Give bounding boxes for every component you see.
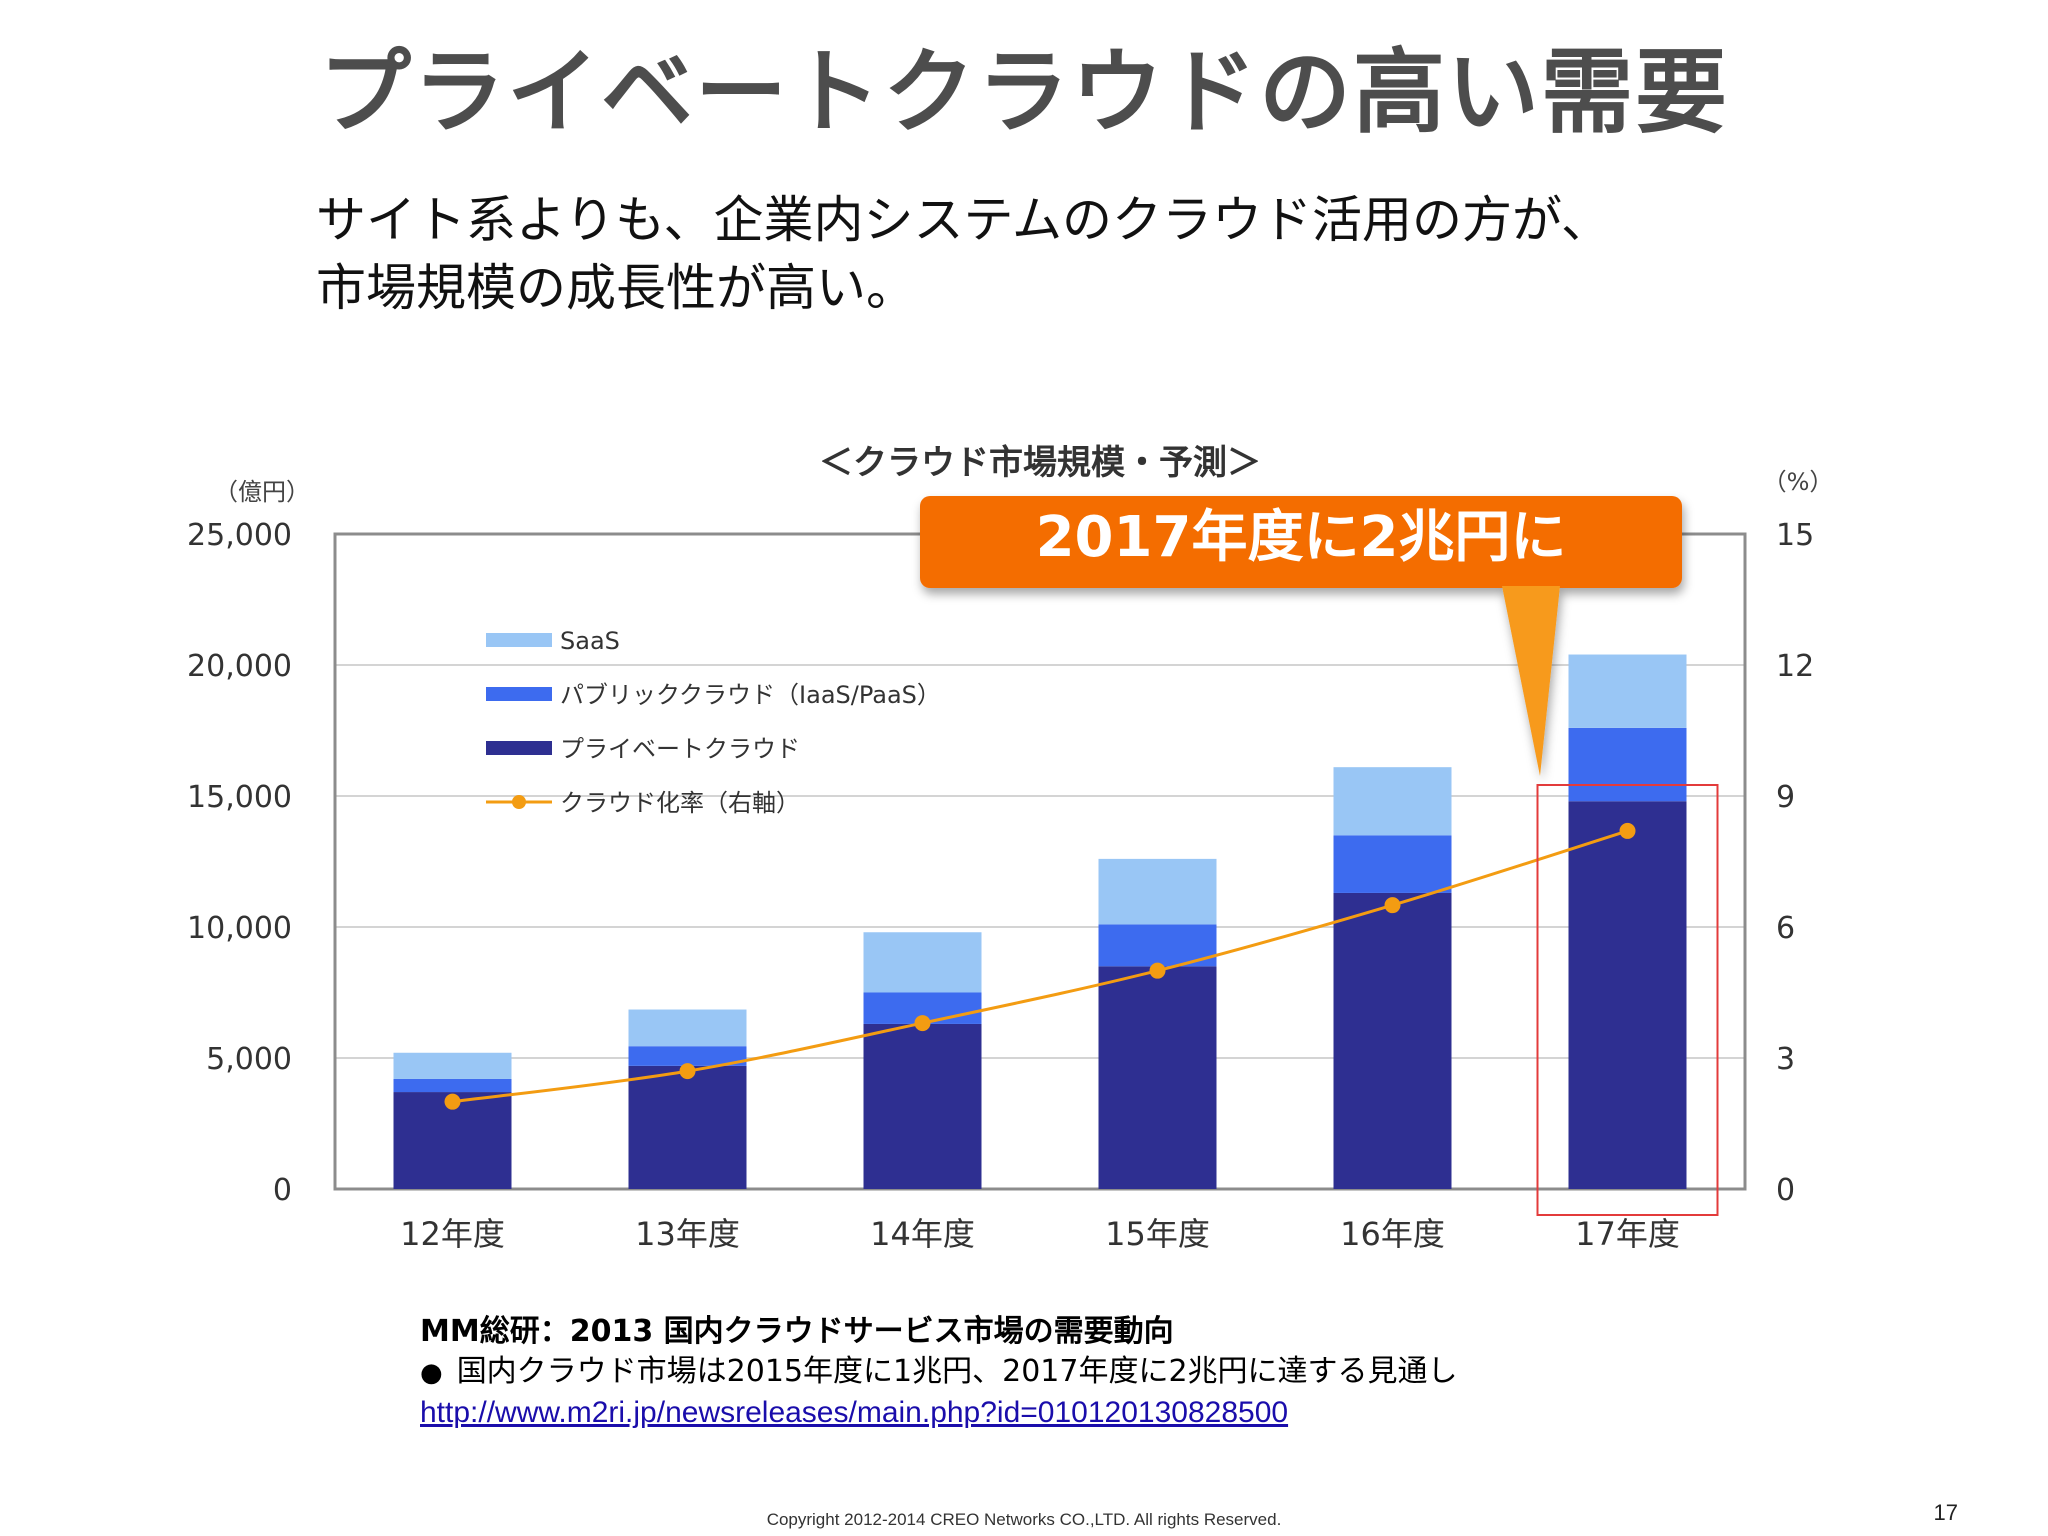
- callout-box: [920, 496, 1682, 588]
- bar-saas: [1568, 654, 1687, 728]
- legend-cloud-rate-label: クラウド化率（右軸）: [560, 789, 800, 817]
- y2-axis-unit: （%）: [1763, 468, 1834, 496]
- bar-saas: [1098, 858, 1217, 925]
- y-tick-label: 10,000: [187, 911, 292, 946]
- y2-tick-label: 3: [1776, 1042, 1795, 1077]
- rate-point: [1149, 962, 1166, 979]
- bar-private-cloud: [863, 1023, 982, 1189]
- legend-saas-label: SaaS: [560, 627, 620, 655]
- bar-saas: [393, 1052, 512, 1079]
- legend-saas-swatch: [486, 633, 552, 647]
- x-tick-label: 14年度: [870, 1215, 975, 1253]
- x-tick-label: 12年度: [400, 1215, 505, 1253]
- callout-text: 2017年度に2兆円に: [1036, 505, 1567, 570]
- bar-public-cloud: [628, 1046, 747, 1066]
- legend-private-cloud-swatch: [486, 741, 552, 755]
- callout-pointer: [1502, 586, 1560, 776]
- y-tick-label: 15,000: [187, 780, 292, 815]
- y-tick-label: 0: [273, 1173, 292, 1208]
- rate-point: [444, 1093, 461, 1110]
- x-tick-label: 17年度: [1575, 1215, 1680, 1253]
- rate-point: [1384, 897, 1401, 914]
- rate-point: [914, 1015, 931, 1032]
- x-tick-label: 15年度: [1105, 1215, 1210, 1253]
- slide-title: プライベートクラウドの高い需要: [318, 39, 1729, 146]
- bar-private-cloud: [628, 1065, 747, 1189]
- y2-tick-label: 12: [1776, 649, 1814, 684]
- rate-point: [679, 1063, 696, 1080]
- lead-text: サイト系よりも、企業内システムのクラウド活用の方が、 市場規模の成長性が高い。: [316, 186, 1611, 322]
- source-title: MM総研：2013 国内クラウドサービス市場の需要動向: [420, 1314, 1174, 1349]
- bar-saas: [628, 1009, 747, 1047]
- y2-tick-label: 0: [1776, 1173, 1795, 1208]
- rate-point: [1619, 822, 1636, 839]
- page-number: 17: [1933, 1500, 1958, 1525]
- y2-tick-label: 6: [1776, 911, 1795, 946]
- source-block: MM総研：2013 国内クラウドサービス市場の需要動向 ● 国内クラウド市場は20…: [420, 1312, 1458, 1433]
- bar-private-cloud: [1568, 801, 1687, 1189]
- chart-title: ＜クラウド市場規模・予測＞: [819, 443, 1261, 483]
- plot-area: [335, 534, 1745, 1189]
- source-note: ● 国内クラウド市場は2015年度に1兆円、2017年度に2兆円に達する見通し: [420, 1352, 1458, 1393]
- callout: [920, 496, 1682, 776]
- bar-saas: [1333, 767, 1452, 836]
- chart-legend: SaaS パブリッククラウド（IaaS/PaaS） プライベートクラウドクラウド化率…: [486, 627, 941, 817]
- x-tick-label: 13年度: [635, 1215, 740, 1253]
- copyright: Copyright 2012-2014 CREO Networks CO.,LT…: [766, 1510, 1282, 1529]
- y-axis-unit: （億円）: [214, 478, 310, 506]
- legend-private-cloud-label: プライベートクラウド: [560, 735, 800, 763]
- y2-tick-label: 9: [1776, 780, 1795, 815]
- lead-line-2: 市場規模の成長性が高い。: [316, 259, 916, 317]
- y-tick-label: 25,000: [187, 518, 292, 553]
- bar-private-cloud: [1098, 966, 1217, 1189]
- y-tick-label: 5,000: [206, 1042, 292, 1077]
- bar-public-cloud: [1568, 727, 1687, 802]
- legend-public-cloud-swatch: [486, 687, 552, 701]
- rate-line-path: [452, 829, 1628, 1104]
- legend-public-cloud-label: パブリッククラウド（IaaS/PaaS）: [560, 681, 941, 709]
- lead-line-1: サイト系よりも、企業内システムのクラウド活用の方が、: [316, 191, 1611, 249]
- y2-tick-label: 15: [1776, 518, 1814, 553]
- source-note-text: 国内クラウド市場は2015年度に1兆円、2017年度に2兆円に達する見通し: [456, 1354, 1458, 1389]
- y-tick-label: 20,000: [187, 649, 292, 684]
- bar-public-cloud: [393, 1078, 512, 1093]
- bar-private-cloud: [1333, 892, 1452, 1189]
- highlight-box: [1536, 784, 1719, 1216]
- source-link[interactable]: http://www.m2ri.jp/newsreleases/main.php…: [420, 1396, 1289, 1429]
- cloud-market-chart: ＜クラウド市場規模・予測＞ （億円） （%） 0 5,000 10,000 15,00…: [187, 443, 1834, 1253]
- bar-public-cloud: [1333, 835, 1452, 893]
- bullet-icon: ●: [420, 1358, 443, 1388]
- x-tick-label: 16年度: [1340, 1215, 1445, 1253]
- legend-cloud-rate-marker: [512, 795, 526, 809]
- bar-saas: [863, 932, 982, 993]
